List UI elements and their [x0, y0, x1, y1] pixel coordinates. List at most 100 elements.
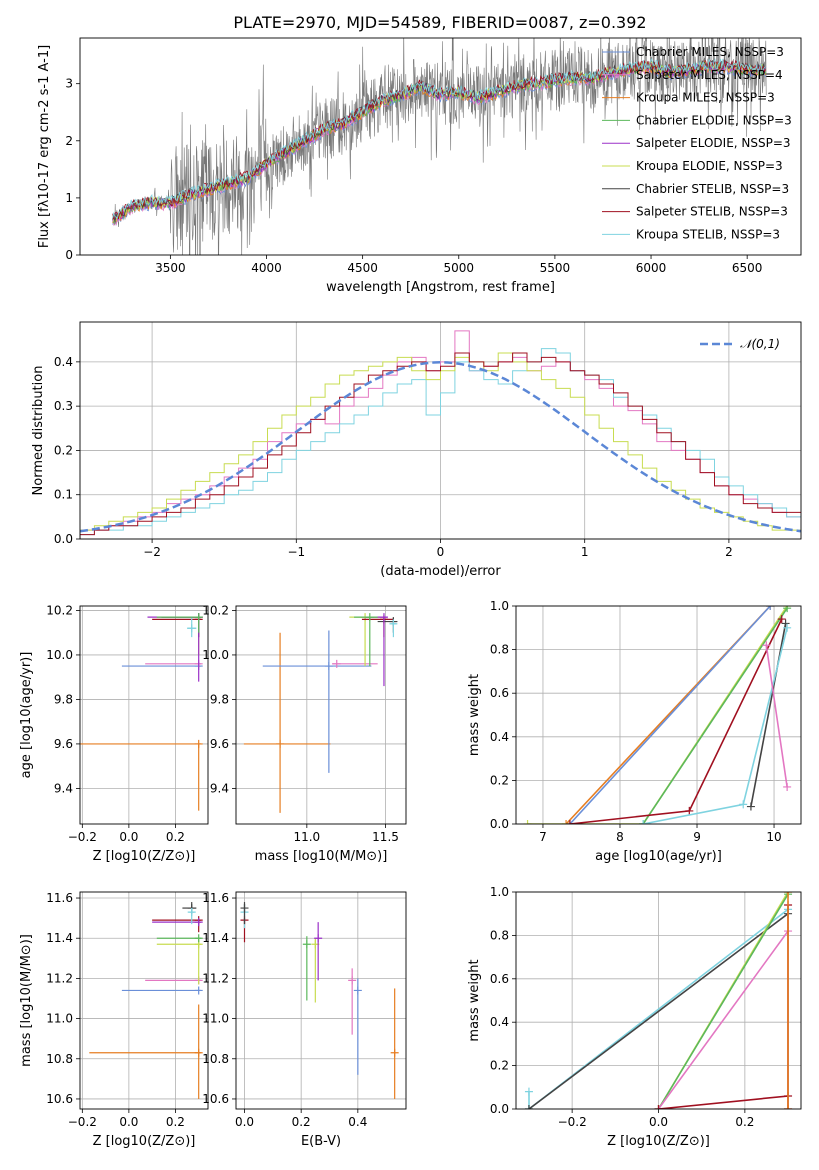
histogram-series: [80, 352, 801, 539]
plot-area: [240, 902, 399, 1099]
y-tick-label: 0.0: [490, 817, 509, 831]
panels: 3500 4000 4500 5000 5500 6000 6500 0 1 2 3 waveleng…: [19, 37, 802, 1149]
y-tick-label: 11.6: [202, 891, 229, 905]
data-point: [390, 1048, 399, 1057]
series-line: [528, 913, 789, 1109]
y-tick-label: 9.6: [54, 737, 73, 751]
normal-curve: [80, 361, 801, 533]
series-marker: [783, 782, 792, 791]
y-tick-label: 0.6: [490, 686, 509, 700]
x-axis-label: Z [log10(Z/Z⊙)]: [93, 1134, 196, 1149]
model-spectrum-line: [112, 57, 766, 219]
x-tick-label: 0.2: [166, 1115, 185, 1129]
series-line: [528, 908, 789, 1109]
y-tick-label: 3: [65, 77, 73, 91]
x-tick-label: 0.4: [348, 1115, 367, 1129]
y-tick-label: 10.0: [46, 648, 73, 662]
x-tick-label: 5000: [443, 261, 474, 275]
y-tick-label: 0: [65, 248, 73, 262]
x-axis-label: Z [log10(Z/Z⊙)]: [93, 849, 196, 864]
y-tick-label: 0.0: [490, 1102, 509, 1116]
legend-label: Salpeter MILES, NSSP=4: [636, 68, 783, 82]
y-tick-label: 11.6: [46, 891, 73, 905]
legend-label: Kroupa ELODIE, NSSP=3: [636, 159, 783, 173]
y-axis-label: mass [log10(M/M⊙)]: [19, 934, 34, 1067]
series-marker: [783, 623, 792, 632]
panel-mass-vs-EBV: 0.0 0.2 0.4 10.6 10.8 11.0 11.2 11.4 11.6 E(B-V): [202, 891, 407, 1149]
axes-frame: [235, 891, 407, 1110]
data-point: [187, 624, 196, 633]
x-axis-label: age [log10(age/yr)]: [595, 849, 722, 864]
series-marker: [766, 606, 775, 610]
x-tick-label: −0.2: [558, 1115, 587, 1129]
axes-frame: [515, 891, 802, 1110]
y-tick-label: 9.8: [210, 692, 229, 706]
plot-area: [89, 902, 203, 1099]
y-tick-label: 11.4: [202, 931, 229, 945]
legend-label: Chabrier ELODIE, NSSP=3: [636, 113, 792, 127]
series-marker: [565, 820, 574, 824]
y-tick-label: 0.6: [490, 972, 509, 986]
data-point: [379, 613, 388, 622]
data-point: [389, 619, 398, 628]
x-tick-label: 3500: [155, 261, 186, 275]
x-tick-label: 0.2: [166, 830, 185, 844]
x-tick-label: 8: [616, 830, 624, 844]
series-marker: [523, 820, 532, 824]
y-tick-label: 11.4: [46, 931, 73, 945]
y-tick-label: 0.8: [490, 928, 509, 942]
plot-area: [80, 330, 801, 539]
x-axis-label: Z [log10(Z/Z⊙)]: [607, 1134, 710, 1149]
y-tick-label: 9.4: [210, 781, 229, 795]
y-tick-label: 0.0: [54, 532, 73, 546]
legend-label: Kroupa MILES, NSSP=3: [636, 91, 775, 105]
data-point: [194, 613, 203, 622]
series-marker: [639, 820, 648, 824]
series-marker: [784, 1105, 793, 1109]
series-line: [657, 930, 789, 1109]
y-tick-label: 11.0: [46, 1012, 73, 1026]
panel-mass-vs-Z: −0.2 0.0 0.2 10.6 10.8 11.0 11.2 11.4 11.6 Z [log…: [19, 891, 209, 1149]
data-point: [332, 659, 341, 668]
legend-label: Salpeter STELIB, NSSP=3: [636, 205, 788, 219]
x-tick-label: 6000: [636, 261, 667, 275]
panel-age-vs-mass: 11.0 11.5 9.4 9.6 9.8 10.0 10.2 mass [log10(M/M…: [202, 603, 407, 864]
y-tick-label: 0.4: [490, 1015, 509, 1029]
x-tick-label: 9: [693, 830, 701, 844]
data-point: [240, 904, 249, 913]
series-line: [569, 606, 771, 824]
axes-frame: [79, 321, 802, 540]
panel-spectrum: 3500 4000 4500 5000 5500 6000 6500 0 1 2 3 waveleng…: [37, 37, 802, 295]
legend-label: 𝒩(0,1): [740, 337, 780, 351]
data-point: [365, 613, 374, 622]
y-tick-label: 10.8: [202, 1052, 229, 1066]
y-tick-label: 9.4: [54, 781, 73, 795]
data-point: [324, 662, 333, 671]
x-tick-label: 10: [766, 830, 781, 844]
panel-residuals: −2 −1 0 1 2 0.0 0.1 0.2 0.3 0.4 (data-model)/error…: [31, 321, 802, 579]
series-marker: [739, 800, 748, 809]
series-marker: [777, 615, 786, 624]
x-tick-label: 0.2: [735, 1115, 754, 1129]
x-axis-label: (data-model)/error: [380, 564, 501, 579]
data-point: [276, 739, 285, 748]
x-tick-label: −1: [287, 545, 305, 559]
y-tick-label: 10.6: [46, 1092, 73, 1106]
plot-area: [524, 892, 793, 1109]
series-marker: [784, 892, 793, 896]
legend-label: Chabrier STELIB, NSSP=3: [636, 182, 789, 196]
y-axis-label: age [log10(age/yr)]: [19, 652, 34, 779]
y-tick-label: 10.2: [202, 603, 229, 617]
x-tick-label: −0.2: [68, 1115, 97, 1129]
axes-frame: [79, 891, 209, 1110]
panel-mass-weight-vs-age: 7 8 9 10 0.0 0.2 0.4 0.6 0.8 1.0 age [log10(age/yr…: [467, 599, 802, 864]
x-tick-label: 0.2: [292, 1115, 311, 1129]
y-tick-label: 10.2: [46, 603, 73, 617]
y-tick-label: 1.0: [490, 885, 509, 899]
x-tick-label: 0: [437, 545, 445, 559]
series-line: [527, 606, 788, 824]
series-marker: [685, 806, 694, 815]
series-marker: [654, 1105, 663, 1109]
y-tick-label: 0.1: [54, 488, 73, 502]
